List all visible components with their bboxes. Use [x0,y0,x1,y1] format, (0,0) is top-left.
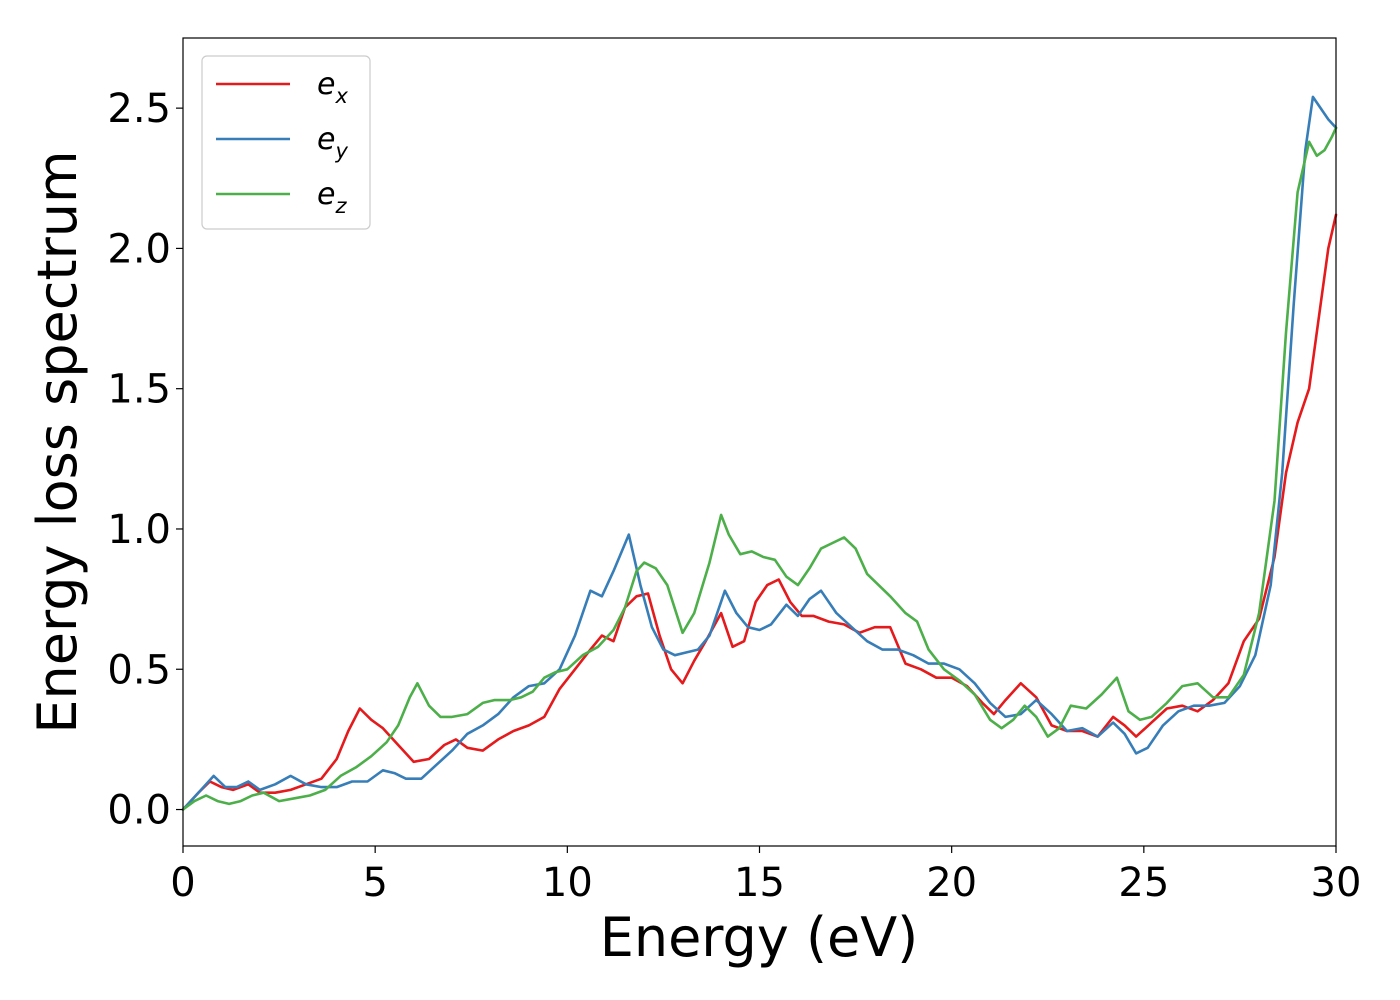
x-tick-label: 30 [1311,860,1362,906]
y-tick-label: 2.5 [107,86,171,132]
y-axis-title: Energy loss spectrum [26,150,89,733]
legend: ex ey ez [201,55,371,230]
x-axis: 0 5 10 15 20 25 30 [170,846,1361,906]
y-tick-label: 0.0 [107,788,171,834]
x-tick-label: 15 [734,860,785,906]
y-tick-label: 1.0 [107,507,171,553]
y-axis: 0.0 0.5 1.0 1.5 2.0 2.5 [107,86,183,834]
series-line-x [181,213,1338,811]
y-tick-label: 0.5 [107,647,171,693]
y-tick-label: 2.0 [107,226,171,272]
legend-label-y: ey [317,122,348,163]
series-line-y [181,95,1338,811]
x-tick-label: 25 [1118,860,1169,906]
legend-label-x: ex [317,67,348,108]
x-tick-label: 0 [170,860,195,906]
x-tick-label: 5 [362,860,387,906]
x-axis-title: Energy (eV) [600,906,919,969]
series-layer [181,95,1338,811]
legend-box [201,55,371,230]
x-tick-label: 20 [926,860,977,906]
y-tick-label: 1.5 [107,367,171,413]
series-line-z [181,126,1338,811]
plot-background [183,38,1336,846]
legend-label-z: ez [317,177,347,218]
x-tick-label: 10 [542,860,593,906]
